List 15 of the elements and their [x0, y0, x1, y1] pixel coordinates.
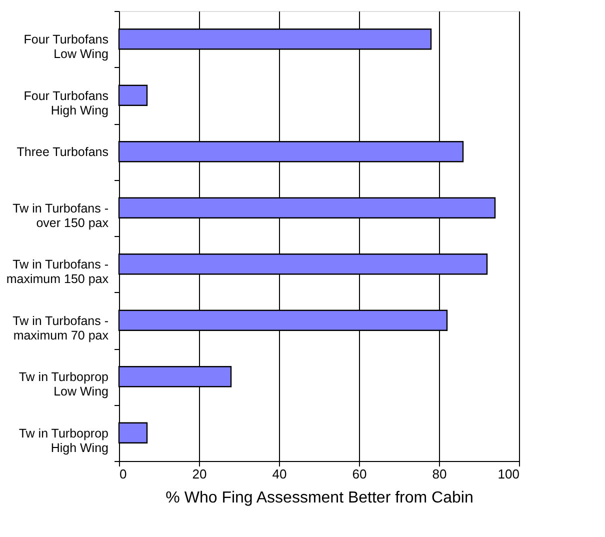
y-tick-label: Tw in Turbofans - maximum 70 pax: [12, 314, 110, 342]
y-tick-label: Tw in Turboprop High Wing: [18, 426, 109, 455]
y-tick-label: Tw in Turboprop Low Wing: [18, 370, 109, 399]
x-tick-label: 20: [192, 466, 207, 482]
y-tick-label: Tw in Turbofans - over 150 pax: [12, 201, 110, 230]
x-axis-title: % Who Fing Assessment Better from Cabin: [166, 490, 474, 506]
x-tick-label: 40: [272, 466, 287, 482]
y-tick-label: Four Turbofans Low Wing: [24, 32, 109, 62]
y-tick-label: Tw in Turbofans - maximum 150 pax: [6, 258, 110, 286]
x-tick-label: 100: [498, 466, 520, 482]
x-tick-label: 0: [120, 466, 127, 482]
y-tick-label: Three Turbofans: [16, 145, 108, 160]
x-tick-label: 60: [352, 466, 367, 482]
y-tick-label: Four Turbofans High Wing: [24, 88, 109, 118]
x-tick-label: 80: [432, 466, 447, 482]
